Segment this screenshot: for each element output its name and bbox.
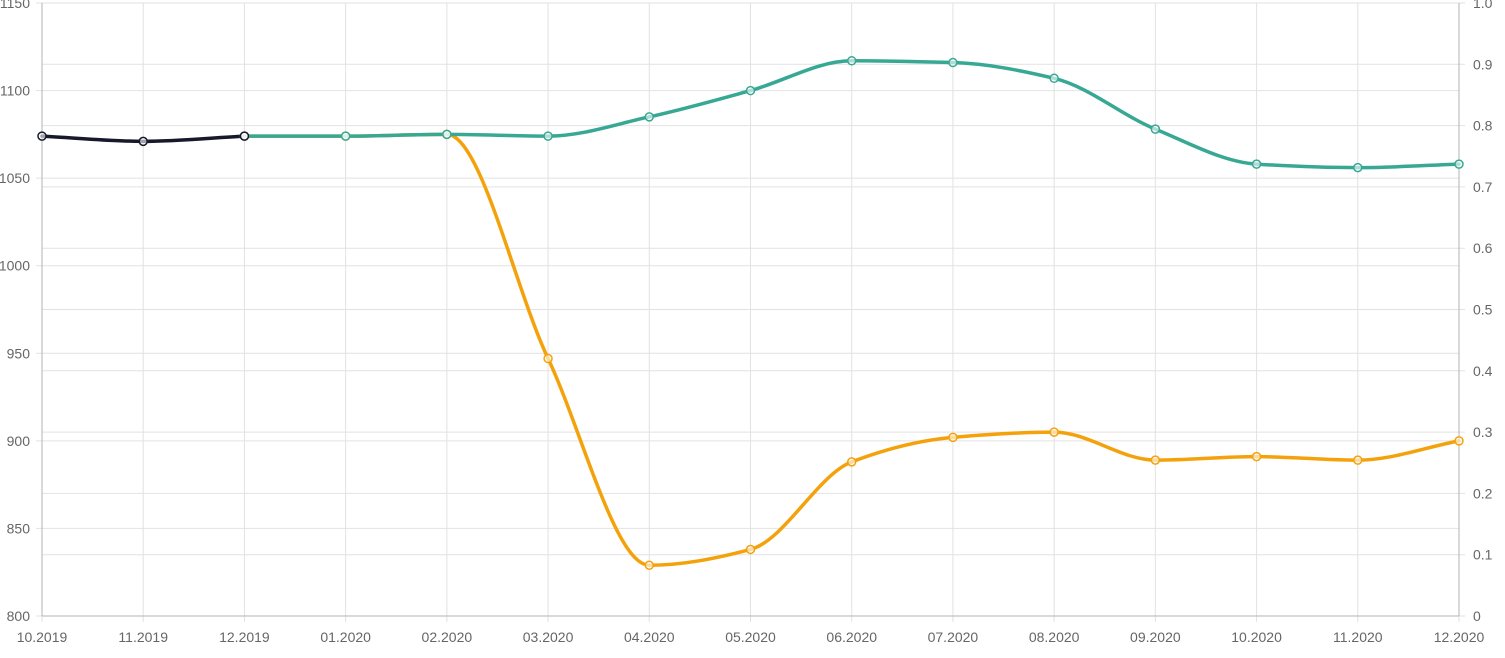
data-point[interactable] <box>442 129 452 140</box>
data-point[interactable] <box>644 112 655 122</box>
x-tick-label: 05.2020 <box>725 629 776 645</box>
data-point[interactable] <box>37 131 47 141</box>
data-point[interactable] <box>543 353 553 364</box>
grid <box>36 2 1465 622</box>
data-point[interactable] <box>1150 455 1161 465</box>
y-left-tick-label: 1000 <box>0 258 30 274</box>
data-point[interactable] <box>1454 159 1464 169</box>
y-left-tick-label: 850 <box>7 520 31 536</box>
data-point[interactable] <box>644 560 655 570</box>
x-tick-label: 09.2020 <box>1130 629 1181 645</box>
x-tick-label: 10.2019 <box>17 629 68 645</box>
y-right-tick-label: 0.5 <box>1473 302 1493 318</box>
data-point[interactable] <box>1049 73 1059 84</box>
y-right-tick-label: 0.4 <box>1473 363 1493 379</box>
x-tick-label: 02.2020 <box>422 629 473 645</box>
data-point[interactable] <box>340 131 351 141</box>
y-left-tick-label: 900 <box>7 433 31 449</box>
y-left-tick-label: 950 <box>7 345 31 361</box>
x-tick-label: 03.2020 <box>523 629 574 645</box>
data-point[interactable] <box>846 457 857 467</box>
y-right-tick-label: 1.0 <box>1473 0 1493 11</box>
data-point[interactable] <box>1251 451 1262 462</box>
data-point[interactable] <box>948 432 958 443</box>
data-point[interactable] <box>1251 159 1262 169</box>
data-points <box>37 56 1464 570</box>
x-tick-label: 10.2020 <box>1231 629 1282 645</box>
y-right-tick-label: 0.1 <box>1473 547 1493 563</box>
data-point[interactable] <box>948 57 958 68</box>
y-left-tick-label: 1150 <box>0 0 30 11</box>
x-tick-label: 04.2020 <box>624 629 675 645</box>
y-right-tick-label: 0.9 <box>1473 56 1493 72</box>
data-point[interactable] <box>1353 455 1363 465</box>
data-point[interactable] <box>543 131 553 141</box>
y-right-tick-label: 0.3 <box>1473 424 1493 440</box>
data-point[interactable] <box>745 544 756 555</box>
data-point[interactable] <box>846 56 857 66</box>
data-point[interactable] <box>138 136 148 147</box>
x-tick-label: 11.2020 <box>1333 629 1383 645</box>
y-right-tick-label: 0.7 <box>1473 179 1493 195</box>
x-tick-label: 07.2020 <box>928 629 979 645</box>
x-tick-label: 08.2020 <box>1029 629 1080 645</box>
x-tick-label: 12.2019 <box>219 629 270 645</box>
data-point[interactable] <box>1049 427 1059 437</box>
y-right-tick-label: 0 <box>1473 608 1481 624</box>
x-tick-label: 12.2020 <box>1434 629 1485 645</box>
data-point[interactable] <box>745 85 756 96</box>
x-tick-label: 06.2020 <box>826 629 877 645</box>
data-point[interactable] <box>239 131 250 141</box>
data-point[interactable] <box>1353 162 1363 173</box>
data-point[interactable] <box>1454 436 1464 446</box>
x-tick-label: 01.2020 <box>320 629 371 645</box>
y-left-tick-label: 800 <box>7 608 31 624</box>
y-left-tick-label: 1050 <box>0 170 30 186</box>
x-tick-label: 11.2019 <box>118 629 168 645</box>
y-right-tick-label: 0.2 <box>1473 485 1493 501</box>
axes: 800 850 900 950 1000 1050 1100 1150 0 0.1 0.2 0.3 0.… <box>0 0 1493 645</box>
series-line <box>242 132 1461 567</box>
y-right-tick-label: 0.8 <box>1473 118 1493 134</box>
y-left-tick-label: 1100 <box>0 83 30 99</box>
data-point[interactable] <box>1150 124 1161 134</box>
y-right-tick-label: 0.6 <box>1473 240 1493 256</box>
